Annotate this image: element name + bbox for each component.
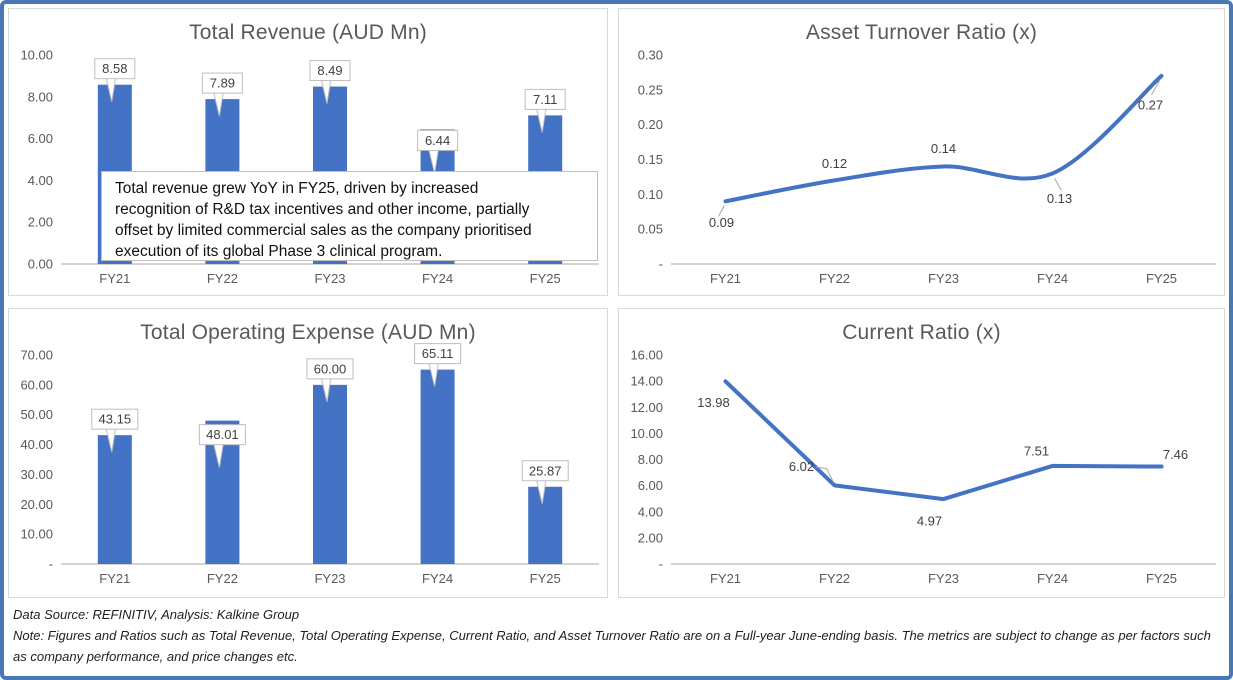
svg-text:6.00: 6.00 [638,478,663,493]
svg-text:FY22: FY22 [819,271,850,286]
annotation-line: recognition of R&D tax incentives and ot… [115,201,530,218]
svg-text:6.00: 6.00 [28,131,53,146]
svg-text:43.15: 43.15 [99,412,132,427]
svg-text:FY25: FY25 [1146,571,1177,586]
svg-text:10.00: 10.00 [20,527,53,542]
svg-text:7.89: 7.89 [210,76,235,91]
svg-text:0.12: 0.12 [822,156,847,171]
svg-text:0.09: 0.09 [709,215,734,230]
svg-text:FY22: FY22 [207,271,238,286]
svg-text:FY23: FY23 [314,271,345,286]
svg-text:60.00: 60.00 [20,377,53,392]
svg-text:6.02: 6.02 [789,459,814,474]
svg-text:FY21: FY21 [99,571,130,586]
svg-text:40.00: 40.00 [20,437,53,452]
svg-text:4.00: 4.00 [28,173,53,188]
annotation-line: execution of its global Phase 3 clinical… [115,243,443,260]
chart-title-total-revenue: Total Revenue (AUD Mn) [189,21,427,44]
svg-text:0.00: 0.00 [28,257,53,272]
svg-text:60.00: 60.00 [314,361,347,376]
svg-text:8.49: 8.49 [317,63,342,78]
svg-text:FY22: FY22 [207,571,238,586]
svg-text:6.44: 6.44 [425,133,450,148]
svg-text:0.27: 0.27 [1138,97,1163,112]
svg-text:30.00: 30.00 [20,467,53,482]
annotation-line: Total revenue grew YoY in FY25, driven b… [115,180,479,197]
svg-text:-: - [659,257,663,272]
panel-asset-turnover-ratio: - 0.05 0.10 0.15 0.20 0.25 0.30 FY21 FY22 FY23 FY2… [618,8,1225,296]
panel-total-revenue: 0.00 2.00 4.00 6.00 8.00 10.00 FY21 FY22 FY23 FY2… [8,8,608,296]
svg-text:4.97: 4.97 [917,514,942,529]
panel-total-operating-expense: - 10.00 20.00 30.00 40.00 50.00 60.00 70.00 FY21… [8,308,608,598]
annotation-line: offset by limited commercial sales as th… [115,222,532,239]
revenue-annotation-box: Total revenue grew YoY in FY25, driven b… [101,171,598,261]
svg-text:-: - [49,557,53,572]
svg-text:13.98: 13.98 [697,395,730,410]
svg-text:0.14: 0.14 [931,141,956,156]
svg-text:FY25: FY25 [530,571,561,586]
svg-text:12.00: 12.00 [630,400,663,415]
svg-text:FY24: FY24 [1037,271,1068,286]
svg-text:-: - [659,557,663,572]
svg-text:65.11: 65.11 [422,346,454,361]
panel-current-ratio: - 2.00 4.00 6.00 8.00 10.00 12.00 14.00 16.00 FY2… [618,308,1225,598]
svg-text:0.15: 0.15 [638,152,663,167]
svg-text:10.00: 10.00 [630,426,663,441]
svg-text:70.00: 70.00 [20,348,53,363]
svg-text:FY23: FY23 [314,571,345,586]
svg-text:10.00: 10.00 [20,48,53,63]
svg-text:48.01: 48.01 [206,427,239,442]
current-ratio-chart: - 2.00 4.00 6.00 8.00 10.00 12.00 14.00 16.00 FY2… [630,348,1216,586]
svg-text:50.00: 50.00 [20,407,53,422]
svg-text:FY25: FY25 [1146,271,1177,286]
svg-text:0.13: 0.13 [1047,191,1072,206]
svg-text:FY24: FY24 [422,271,453,286]
chart-title-current-ratio: Current Ratio (x) [842,321,1001,344]
svg-text:FY24: FY24 [422,571,453,586]
svg-text:FY23: FY23 [928,271,959,286]
svg-text:FY23: FY23 [928,571,959,586]
footnote-line: Note: Figures and Ratios such as Total R… [13,628,1211,664]
svg-text:4.00: 4.00 [638,504,663,519]
total-operating-expense-chart: - 10.00 20.00 30.00 40.00 50.00 60.00 70.00 FY21… [20,343,599,586]
svg-text:16.00: 16.00 [630,348,663,363]
svg-text:FY21: FY21 [710,571,741,586]
svg-text:7.11: 7.11 [533,92,557,107]
svg-text:FY25: FY25 [530,271,561,286]
svg-text:0.25: 0.25 [638,82,663,97]
footer: Data Source: REFINITIV, Analysis: Kalkin… [13,604,1221,667]
svg-text:14.00: 14.00 [630,374,663,389]
svg-text:8.00: 8.00 [638,452,663,467]
svg-text:2.00: 2.00 [28,215,53,230]
svg-text:8.58: 8.58 [102,61,127,76]
svg-text:0.30: 0.30 [638,48,663,63]
svg-text:7.46: 7.46 [1163,447,1188,462]
svg-text:0.05: 0.05 [638,222,663,237]
svg-text:FY21: FY21 [99,271,130,286]
svg-text:FY24: FY24 [1037,571,1068,586]
svg-text:FY22: FY22 [819,571,850,586]
svg-text:8.00: 8.00 [28,89,53,104]
data-source-line: Data Source: REFINITIV, Analysis: Kalkin… [13,607,300,622]
svg-text:0.10: 0.10 [638,187,663,202]
asset-turnover-ratio-chart: - 0.05 0.10 0.15 0.20 0.25 0.30 FY21 FY22 FY23 FY2… [638,48,1216,286]
svg-text:25.87: 25.87 [529,463,562,478]
chart-title-asset-turnover: Asset Turnover Ratio (x) [805,21,1038,44]
chart-title-operating-expense: Total Operating Expense (AUD Mn) [140,321,476,344]
svg-text:FY21: FY21 [710,271,741,286]
svg-text:7.51: 7.51 [1024,443,1049,458]
svg-text:20.00: 20.00 [20,497,53,512]
svg-text:2.00: 2.00 [638,530,663,545]
svg-text:0.20: 0.20 [638,117,663,132]
